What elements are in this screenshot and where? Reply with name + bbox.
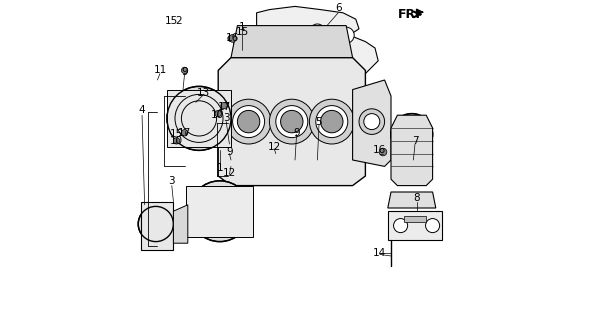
Circle shape [181, 67, 188, 74]
Circle shape [270, 99, 314, 144]
Circle shape [237, 110, 260, 133]
Circle shape [228, 35, 234, 42]
Text: 9: 9 [181, 67, 188, 77]
Circle shape [391, 114, 432, 155]
Circle shape [320, 110, 343, 133]
Circle shape [425, 219, 440, 233]
Circle shape [143, 212, 168, 236]
Text: 13: 13 [197, 88, 211, 98]
Text: 1: 1 [217, 163, 223, 173]
Circle shape [173, 138, 180, 144]
Circle shape [189, 181, 250, 242]
Text: 7: 7 [412, 136, 418, 146]
Circle shape [198, 189, 242, 234]
Text: 15: 15 [235, 27, 249, 37]
Circle shape [188, 107, 210, 130]
Text: 16: 16 [373, 145, 386, 156]
Circle shape [316, 106, 348, 138]
Circle shape [181, 130, 188, 136]
Text: 3: 3 [169, 176, 175, 186]
Circle shape [149, 217, 163, 231]
Circle shape [309, 99, 354, 144]
Circle shape [396, 119, 427, 150]
Text: 9: 9 [293, 128, 300, 138]
Polygon shape [218, 58, 365, 186]
Text: 10: 10 [169, 136, 182, 146]
Polygon shape [231, 26, 353, 58]
Circle shape [138, 206, 173, 242]
Text: 16: 16 [226, 33, 239, 44]
Circle shape [175, 94, 223, 142]
Circle shape [394, 219, 408, 233]
Polygon shape [388, 211, 442, 240]
Circle shape [364, 114, 380, 130]
Text: 3: 3 [223, 113, 230, 124]
Polygon shape [142, 202, 173, 250]
Text: 12: 12 [268, 142, 281, 152]
Circle shape [379, 148, 387, 156]
Text: 17: 17 [178, 128, 191, 138]
Circle shape [221, 102, 227, 109]
Polygon shape [391, 115, 432, 186]
Circle shape [338, 27, 354, 43]
Text: 4: 4 [139, 105, 145, 116]
Text: FR.: FR. [398, 8, 421, 21]
Text: 10: 10 [211, 110, 224, 120]
Text: 8: 8 [413, 193, 420, 204]
Text: 6: 6 [335, 3, 342, 13]
Text: 5: 5 [316, 116, 322, 127]
Text: 15: 15 [165, 16, 178, 26]
Text: 9: 9 [226, 147, 232, 157]
Circle shape [281, 110, 303, 133]
Circle shape [215, 110, 221, 117]
Circle shape [276, 106, 308, 138]
Circle shape [402, 124, 422, 145]
Polygon shape [253, 6, 378, 90]
Polygon shape [186, 186, 253, 237]
Circle shape [329, 53, 345, 69]
Polygon shape [388, 192, 436, 208]
Text: 12: 12 [223, 168, 236, 178]
Circle shape [226, 99, 271, 144]
Circle shape [181, 101, 217, 136]
Circle shape [309, 24, 326, 40]
Circle shape [167, 86, 231, 150]
Circle shape [204, 195, 236, 227]
Circle shape [229, 35, 237, 42]
Text: 17: 17 [217, 102, 231, 112]
Polygon shape [353, 80, 391, 166]
Text: 15: 15 [169, 129, 182, 140]
Circle shape [209, 201, 230, 221]
Polygon shape [167, 90, 231, 147]
Text: 2: 2 [175, 16, 182, 26]
Polygon shape [173, 205, 188, 243]
Polygon shape [404, 216, 426, 222]
Circle shape [359, 109, 385, 134]
Text: 14: 14 [373, 248, 386, 258]
Text: 11: 11 [153, 65, 166, 76]
Text: 1: 1 [239, 22, 245, 32]
Circle shape [281, 30, 297, 46]
Circle shape [232, 106, 264, 138]
